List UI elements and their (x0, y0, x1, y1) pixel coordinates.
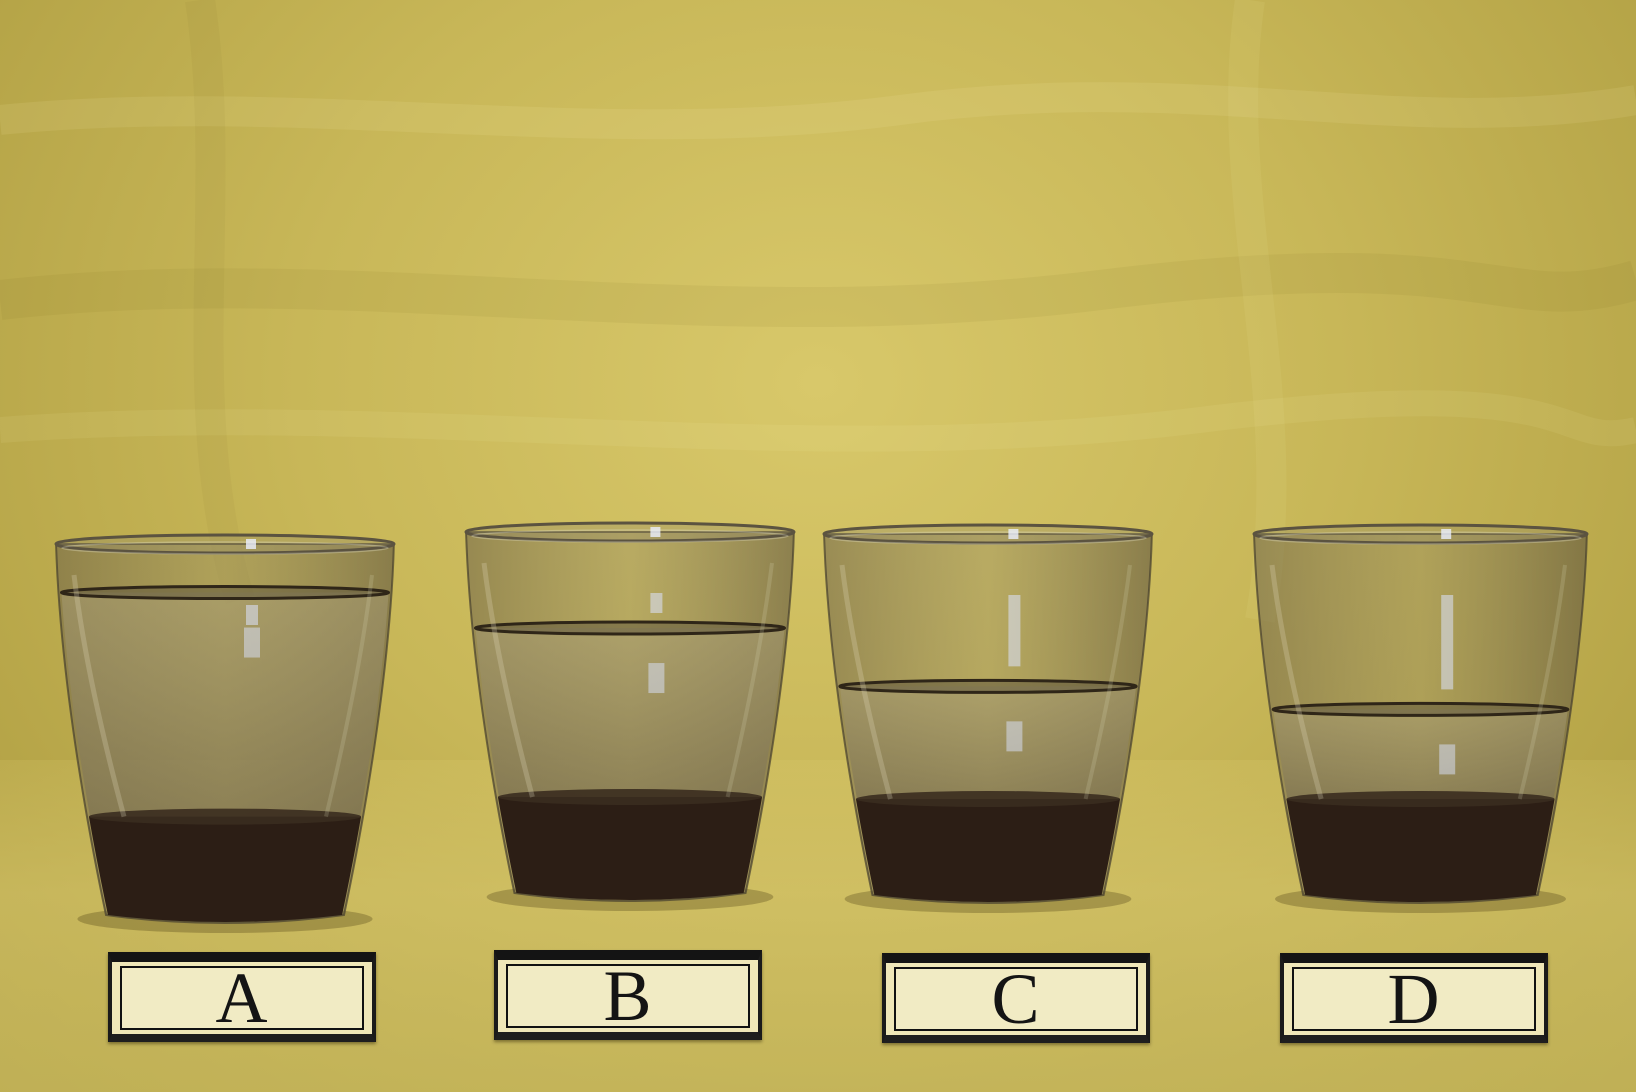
glass-b (464, 521, 796, 911)
label-card-b: B (494, 950, 762, 1040)
glass-d (1252, 523, 1589, 913)
label-a: A (215, 958, 269, 1038)
glass-c (822, 523, 1154, 913)
glass-a (54, 533, 396, 933)
label-b: B (603, 956, 653, 1036)
label-card-c: C (882, 953, 1150, 1043)
label-card-a: A (108, 952, 376, 1042)
label-card-d: D (1280, 953, 1548, 1043)
label-c: C (991, 959, 1041, 1039)
label-d: D (1387, 959, 1441, 1039)
